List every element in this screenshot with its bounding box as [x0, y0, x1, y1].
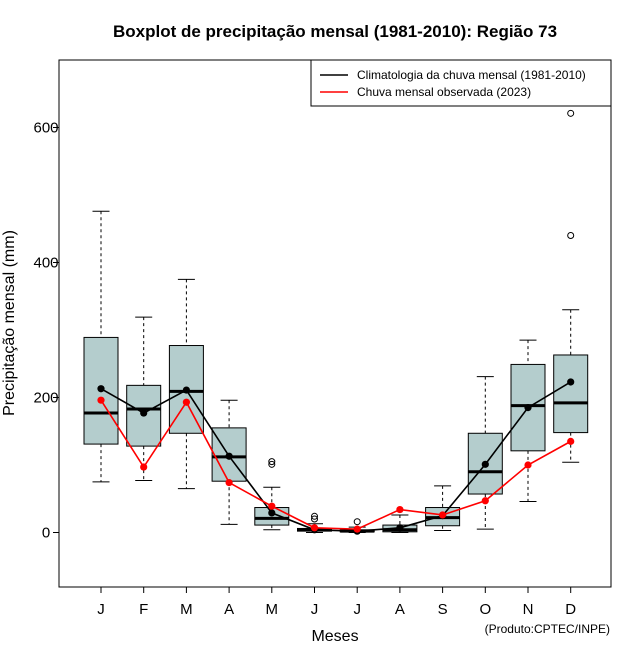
climatology-series [97, 378, 575, 535]
box-4 [211, 399, 247, 525]
series-group [97, 378, 575, 535]
y-tick-label: 600 [33, 120, 58, 137]
series-point [268, 509, 276, 517]
series-point [140, 463, 148, 471]
outlier-point [311, 515, 318, 523]
x-tick-label: N [523, 601, 534, 618]
legend-label: Climatologia da chuva mensal (1981-2010) [357, 68, 586, 82]
legend-box [310, 59, 612, 107]
series-point [567, 437, 575, 445]
x-tick-label: O [479, 601, 491, 618]
x-tick-label: S [438, 601, 448, 618]
series-point [268, 502, 276, 510]
series-line [100, 381, 572, 532]
y-tick-label: 200 [33, 390, 58, 407]
series-point [353, 525, 361, 533]
outlier-point [567, 232, 575, 239]
x-tick-label: D [565, 601, 576, 618]
y-tick-label: 0 [42, 525, 50, 542]
series-point [481, 497, 489, 505]
series-point [396, 524, 404, 532]
series-point [481, 460, 489, 468]
outlier-point [353, 518, 361, 526]
x-tick-label: M [180, 601, 193, 618]
x-tick-label: A [224, 601, 234, 618]
series-point [567, 378, 575, 386]
series-point [396, 505, 404, 514]
y-axis: 0 200 400 600 [33, 120, 60, 542]
x-tick-label: J [353, 601, 361, 618]
series-point [182, 398, 190, 406]
legend-label: Chuva mensal observada (2023) [357, 85, 531, 99]
series-point [182, 386, 190, 394]
legend: Climatologia da chuva mensal (1981-2010)… [310, 59, 612, 107]
x-tick-label: A [395, 601, 405, 618]
footnote: (Produto:CPTEC/INPE) [485, 622, 610, 636]
outlier-point [567, 109, 575, 117]
x-tick-label: F [139, 601, 148, 618]
box-11 [510, 339, 546, 502]
series-point [97, 385, 105, 393]
box-1 [83, 210, 119, 483]
series-point [524, 461, 532, 469]
series-point [439, 511, 447, 519]
box-2 [126, 316, 162, 482]
y-tick-label: 400 [33, 255, 58, 272]
series-line [100, 399, 572, 530]
x-axis-label: Meses [311, 628, 358, 645]
x-tick-label: J [97, 601, 105, 618]
observed-series [97, 396, 575, 533]
box-12 [553, 109, 589, 463]
x-tick-label: J [311, 601, 319, 618]
series-point [225, 452, 233, 460]
outlier-point [268, 460, 276, 468]
outlier-point [311, 512, 318, 520]
plot-frame [58, 59, 612, 588]
box-10 [467, 376, 503, 530]
chart-title: Boxplot de precipitação mensal (1981-201… [113, 22, 557, 41]
box-body [553, 354, 589, 434]
series-point [140, 409, 148, 417]
y-axis-label: Precipitação mensal (mm) [1, 230, 18, 416]
boxes-group [83, 109, 589, 533]
series-point [225, 478, 233, 487]
series-point [524, 404, 532, 412]
x-tick-label: M [266, 601, 279, 618]
outlier-point [268, 458, 276, 466]
series-point [97, 396, 105, 404]
series-point [310, 524, 319, 532]
box-5 [254, 458, 290, 531]
box-9 [425, 485, 461, 531]
box-3 [168, 278, 204, 490]
